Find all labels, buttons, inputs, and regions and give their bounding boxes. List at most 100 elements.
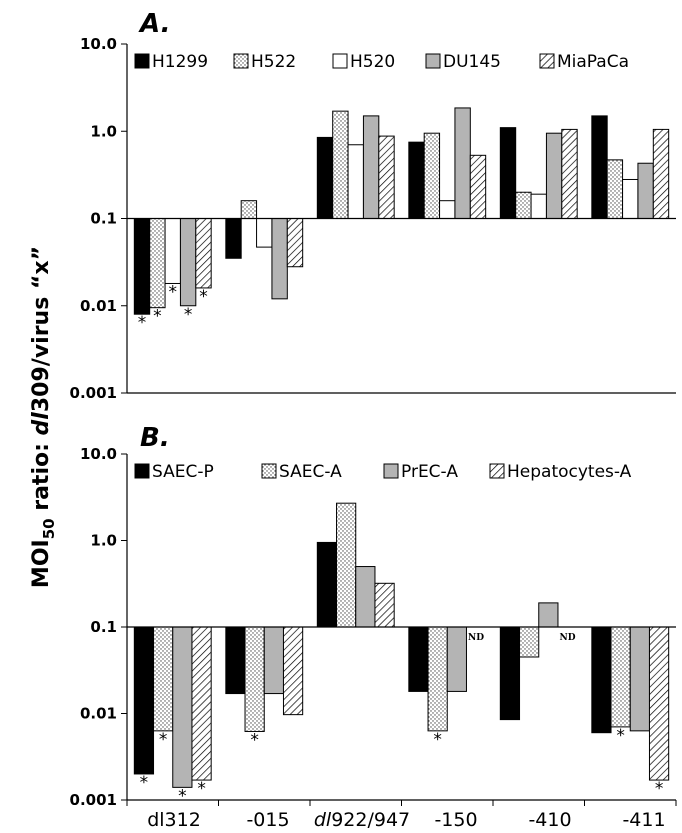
bar-saec-p-dl922-947: [316, 541, 338, 628]
legend-swatch-saec-p: [134, 463, 150, 479]
bar-miapaca-410: [561, 128, 578, 219]
bar-saec-p-411: [591, 626, 612, 734]
x-tick-label-411: -411: [622, 809, 665, 831]
bar-miapaca-dl922-947: [378, 135, 395, 219]
x-tick-label-dl922-947: dl922/947: [314, 809, 410, 831]
bar-du145-410: [545, 132, 563, 219]
bar-saec-a-410: [519, 626, 540, 658]
bar-miapaca-015: [286, 218, 304, 268]
bar-h520-dl312: [164, 218, 181, 284]
bar-hepatocytes-a-411: [648, 626, 670, 781]
bar-hepatocytes-a-dl312: [191, 626, 212, 781]
bar-hepatocytes-a-015: [282, 626, 304, 716]
bar-h522-dl312: [149, 218, 166, 309]
bar-prec-a-dl312: [172, 626, 193, 788]
x-tick-label-150: -150: [434, 809, 477, 831]
y-tick-label: 1.0: [90, 122, 117, 140]
bar-prec-a-dl922-947: [355, 566, 376, 628]
legend-label-miapaca: MiaPaCa: [557, 52, 629, 72]
y-tick-label: 0.1: [90, 618, 117, 636]
bar-h1299-410: [499, 127, 517, 219]
bar-du145-150: [454, 107, 471, 219]
bar-miapaca-150: [469, 154, 487, 219]
bar-miapaca-dl312: [195, 218, 212, 289]
legend-label-prec-a: PrEC-A: [401, 462, 458, 482]
significance-star: *: [616, 726, 625, 746]
significance-star: *: [178, 786, 187, 806]
bar-saec-p-015: [225, 626, 246, 695]
panel-b-bars: * * * * * * * * ND ND: [133, 502, 670, 806]
bar-saec-a-150: [427, 626, 448, 732]
bar-saec-p-150: [408, 626, 429, 692]
bar-du145-015: [271, 218, 288, 300]
bar-h520-015: [256, 218, 273, 248]
panel-a-legend: H1299 H522 H520 DU145 MiaPaCa: [134, 52, 629, 72]
bar-h1299-015: [225, 218, 242, 259]
panel-a-label: A.: [138, 9, 170, 39]
bar-du145-dl922-947: [362, 115, 380, 219]
legend-swatch-h1299: [134, 53, 150, 69]
x-axis-labels: dl312 -015 dl922/947 -150 -410 -411: [147, 809, 665, 831]
panel-a-y-ticks: 10.0 1.0 0.1 0.01 0.001: [70, 35, 127, 402]
bar-h520-411: [622, 178, 639, 219]
significance-star: *: [138, 313, 147, 333]
significance-star: *: [153, 307, 162, 327]
y-tick-label: 1.0: [90, 532, 117, 550]
bar-h522-015: [240, 200, 258, 220]
legend-swatch-h520: [332, 53, 348, 69]
significance-star: *: [169, 282, 178, 302]
bar-du145-dl312: [179, 218, 197, 307]
legend-label-h522: H522: [251, 52, 296, 72]
bar-saec-a-411: [610, 626, 631, 728]
bar-h520-150: [439, 200, 456, 220]
x-tick-label-dl312: dl312: [147, 809, 201, 831]
bar-saec-p-dl312: [133, 626, 155, 775]
y-tick-label: 0.001: [70, 384, 117, 402]
y-tick-label: 0.1: [90, 210, 117, 228]
x-tick-label-410: -410: [528, 809, 571, 831]
bar-hepatocytes-a-dl922-947: [374, 582, 395, 628]
y-tick-label: 0.01: [80, 705, 117, 723]
bar-miapaca-411: [652, 128, 670, 219]
bar-saec-a-dl922-947: [336, 502, 357, 628]
significance-star: *: [433, 730, 442, 750]
bar-h520-410: [530, 193, 547, 219]
bar-h522-150: [423, 132, 441, 219]
significance-star: *: [140, 773, 149, 793]
legend-swatch-miapaca: [539, 53, 555, 69]
bar-prec-a-410: [538, 602, 559, 628]
bar-h522-dl922-947: [332, 110, 349, 219]
bar-prec-a-150: [446, 626, 467, 692]
significance-star: *: [250, 730, 259, 750]
panel-b-label: B.: [140, 423, 170, 453]
bar-h1299-dl312: [133, 218, 151, 315]
legend-label-h520: H520: [350, 52, 395, 72]
y-tick-label: 0.001: [70, 791, 117, 809]
legend-swatch-hepatocytes-a: [489, 463, 505, 479]
bar-h522-410: [515, 191, 532, 220]
y-axis-label: MOI50 ratio: dl309/virus “x”: [29, 246, 58, 588]
legend-label-saec-p: SAEC-P: [152, 462, 214, 482]
panel-b-legend: SAEC-P SAEC-A PrEC-A Hepatocytes-A: [134, 462, 632, 482]
panel-b: B. SAEC-P SAEC-A PrEC-A Hepatocytes-A 10.0 1…: [70, 423, 677, 809]
significance-star: *: [199, 287, 208, 307]
bar-prec-a-015: [263, 626, 284, 695]
nd-annotation: ND: [468, 633, 484, 643]
legend-swatch-h522: [233, 53, 249, 69]
panel-a: A. H1299 H522 H520 DU145 MiaPaCa 10.0 1.0 0.1 0…: [70, 9, 676, 402]
bar-saec-p-410: [499, 626, 521, 721]
bar-prec-a-411: [629, 626, 650, 732]
legend-label-du145: DU145: [443, 52, 501, 72]
legend-swatch-du145: [425, 53, 441, 69]
bar-h1299-dl922-947: [316, 136, 334, 220]
significance-star: *: [184, 305, 193, 325]
y-tick-label: 10.0: [80, 445, 117, 463]
legend-swatch-prec-a: [383, 463, 399, 479]
legend-label-saec-a: SAEC-A: [279, 462, 342, 482]
bar-h520-dl922-947: [347, 144, 364, 219]
legend-label-hepatocytes-a: Hepatocytes-A: [507, 462, 632, 482]
significance-star: *: [159, 730, 168, 750]
legend-label-h1299: H1299: [152, 52, 208, 72]
bar-h1299-150: [408, 141, 425, 220]
